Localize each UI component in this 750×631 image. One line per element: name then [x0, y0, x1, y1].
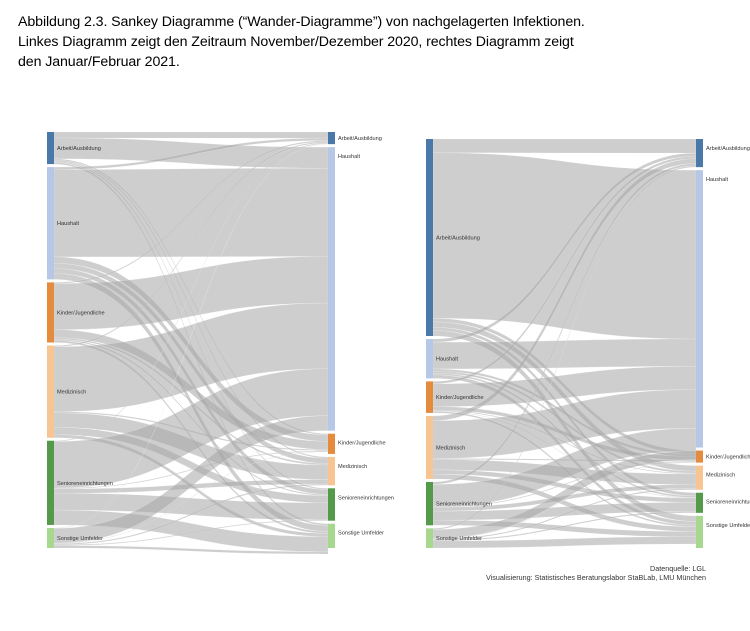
link-sonstige-umfelder-to-medizinisch [53, 483, 329, 545]
label-target-sonstige-umfelder: Sonstige Umfelder [706, 523, 750, 529]
label-source-sonstige-umfelder: Sonstige Umfelder [436, 536, 482, 542]
links-layer [53, 131, 329, 555]
label-source-haushalt: Haushalt [436, 357, 459, 363]
label-source-senioreneinrichtungen: Senioreneinrichtungen [436, 502, 492, 508]
label-target-kinder-jugendliche: Kinder/Jugendliche [338, 441, 386, 447]
label-target-kinder-jugendliche: Kinder/Jugendliche [706, 455, 750, 461]
node-target-medizinisch [328, 456, 335, 486]
node-source-senioreneinrichtungen [426, 481, 433, 526]
link-sonstige-umfelder-to-senioreneinrichtungen [432, 511, 697, 542]
node-source-medizinisch [426, 415, 433, 479]
node-source-sonstige-umfelder [47, 527, 54, 548]
label-target-sonstige-umfelder: Sonstige Umfelder [338, 531, 384, 537]
node-target-senioreneinrichtungen [696, 492, 703, 513]
label-source-arbeit-ausbildung: Arbeit/Ausbildung [57, 146, 101, 152]
sankey-nov-dec-2020: Arbeit/Ausbildung Haushalt Kinder/Jugendli… [40, 120, 420, 560]
label-source-kinder-jugendliche: Kinder/Jugendliche [436, 395, 484, 401]
link-sonstige-umfelder-to-haushalt [53, 415, 329, 544]
caption-line-2: Linkes Diagramm zeigt den Zeitraum Novem… [18, 34, 574, 50]
label-target-haushalt: Haushalt [338, 154, 361, 160]
nodes-layer: Arbeit/Ausbildung Haushalt Kinder/Jugendli… [426, 139, 750, 548]
label-source-medizinisch: Medizinisch [57, 390, 86, 396]
data-source: Datenquelle: LGL [650, 564, 706, 573]
node-source-sonstige-umfelder [426, 528, 433, 548]
link-haushalt-to-haushalt [432, 338, 697, 370]
link-sonstige-umfelder-to-medizinisch [432, 488, 697, 540]
node-target-sonstige-umfelder [696, 515, 703, 548]
node-target-kinder-jugendliche [696, 450, 703, 463]
node-target-haushalt [696, 170, 703, 448]
node-source-haushalt [47, 167, 54, 280]
node-target-haushalt [328, 147, 335, 431]
label-target-medizinisch: Medizinisch [338, 464, 367, 470]
label-target-medizinisch: Medizinisch [706, 473, 735, 479]
links-layer [432, 138, 697, 549]
label-source-haushalt: Haushalt [57, 221, 80, 227]
link-sonstige-umfelder-to-arbeit-ausbildung [432, 165, 697, 530]
link-sonstige-umfelder-to-sonstige-umfelder [53, 545, 329, 555]
label-target-haushalt: Haushalt [706, 177, 729, 183]
sankey-jan-feb-2021: Arbeit/Ausbildung Haushalt Kinder/Jugendli… [420, 120, 750, 560]
node-source-arbeit-ausbildung [47, 132, 54, 165]
node-source-medizinisch [47, 345, 54, 438]
nodes-layer: Arbeit/Ausbildung Haushalt Kinder/Jugendli… [47, 132, 394, 548]
node-source-kinder-jugendliche [426, 381, 433, 413]
node-source-senioreneinrichtungen [47, 440, 54, 525]
node-target-sonstige-umfelder [328, 523, 335, 548]
label-source-medizinisch: Medizinisch [436, 445, 465, 451]
node-source-kinder-jugendliche [47, 282, 54, 343]
label-source-sonstige-umfelder: Sonstige Umfelder [57, 536, 103, 542]
node-target-arbeit-ausbildung [696, 139, 703, 168]
sankey-svg: Arbeit/Ausbildung Haushalt Kinder/Jugendli… [47, 131, 394, 555]
label-target-arbeit-ausbildung: Arbeit/Ausbildung [338, 136, 382, 142]
credits: Datenquelle: LGL Visualisierung: Statist… [420, 564, 706, 582]
label-target-arbeit-ausbildung: Arbeit/Ausbildung [706, 146, 750, 152]
label-target-senioreneinrichtungen: Senioreneinrichtungen [706, 500, 750, 506]
label-source-senioreneinrichtungen: Senioreneinrichtungen [57, 481, 113, 487]
figure-caption: Abbildung 2.3. Sankey Diagramme (“Wander… [18, 12, 710, 72]
label-target-senioreneinrichtungen: Senioreneinrichtungen [338, 495, 394, 501]
caption-line-1: Abbildung 2.3. Sankey Diagramme (“Wander… [18, 14, 585, 30]
label-source-kinder-jugendliche: Kinder/Jugendliche [57, 310, 105, 316]
node-source-arbeit-ausbildung [426, 139, 433, 336]
caption-line-3: den Januar/Februar 2021. [18, 54, 180, 70]
node-target-kinder-jugendliche [328, 433, 335, 454]
node-target-medizinisch [696, 465, 703, 490]
node-source-haushalt [426, 339, 433, 379]
label-source-arbeit-ausbildung: Arbeit/Ausbildung [436, 236, 480, 242]
sankey-svg: Arbeit/Ausbildung Haushalt Kinder/Jugendli… [426, 138, 750, 549]
node-target-arbeit-ausbildung [328, 132, 335, 145]
link-arbeit-ausbildung-to-arbeit-ausbildung [53, 131, 329, 139]
visualization-credit: Visualisierung: Statistisches Beratungsl… [485, 573, 706, 582]
link-arbeit-ausbildung-to-arbeit-ausbildung [432, 138, 697, 154]
link-sonstige-umfelder-to-senioreneinrichtungen [53, 519, 329, 546]
node-target-senioreneinrichtungen [328, 488, 335, 521]
